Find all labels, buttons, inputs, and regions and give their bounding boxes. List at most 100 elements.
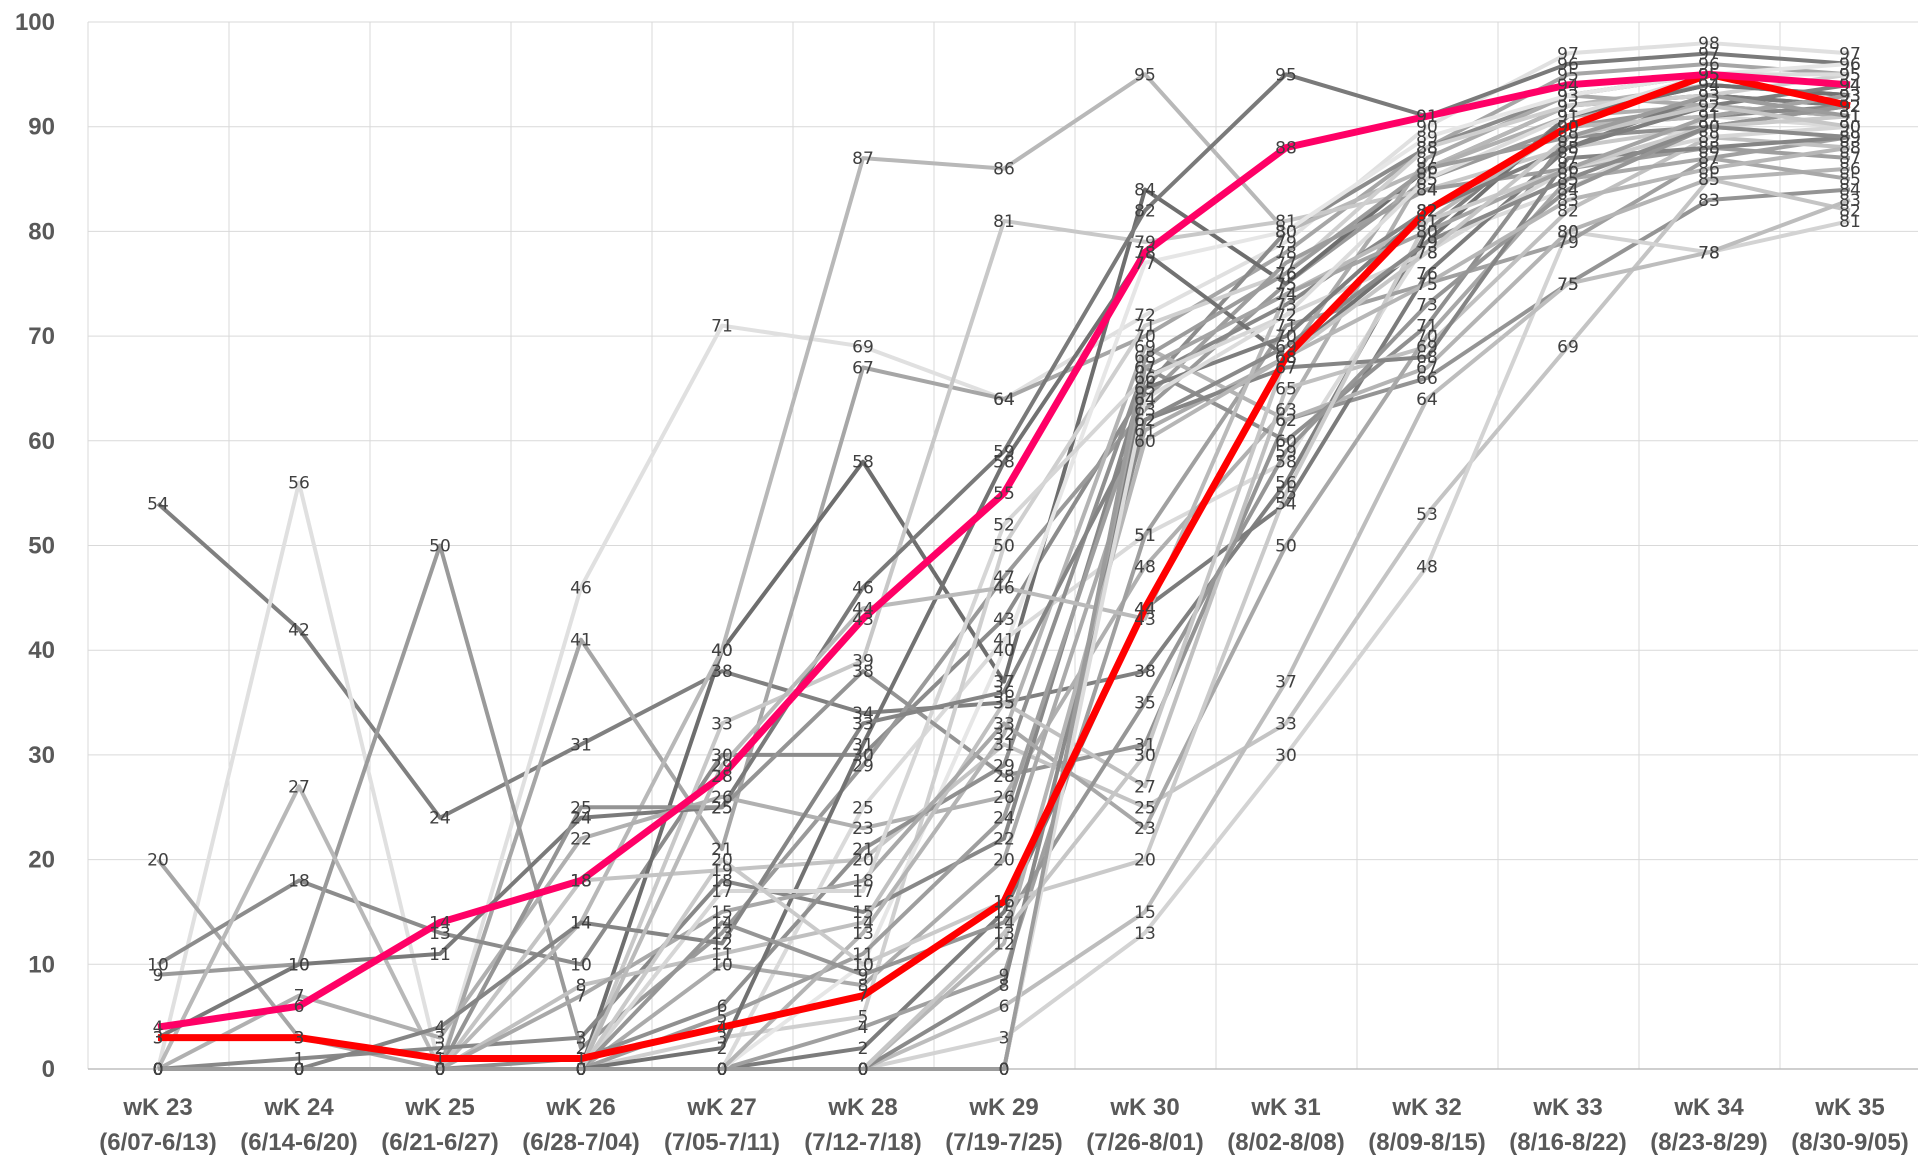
data-label: 88 bbox=[1839, 139, 1861, 159]
data-label: 89 bbox=[1698, 128, 1720, 148]
data-label: 0 bbox=[435, 1060, 446, 1080]
data-label: 18 bbox=[711, 872, 733, 892]
data-label: 25 bbox=[570, 798, 592, 818]
data-label: 0 bbox=[294, 1060, 305, 1080]
data-label: 0 bbox=[153, 1060, 164, 1080]
data-label: 50 bbox=[429, 537, 451, 557]
data-label: 79 bbox=[1416, 233, 1438, 253]
data-label: 0 bbox=[294, 1060, 305, 1080]
data-label: 89 bbox=[1839, 128, 1861, 148]
data-label: 95 bbox=[1275, 65, 1297, 85]
data-label: 35 bbox=[993, 694, 1015, 714]
data-label: 53 bbox=[1416, 505, 1438, 525]
data-label: 0 bbox=[435, 1060, 446, 1080]
data-label: 0 bbox=[576, 1060, 587, 1080]
y-axis-ticks: 0 10 20 30 40 50 60 70 80 90 100 bbox=[15, 9, 55, 1083]
data-label: 26 bbox=[993, 788, 1015, 808]
data-label: 91 bbox=[1839, 107, 1861, 127]
data-label: 97 bbox=[1698, 44, 1720, 64]
data-label: 20 bbox=[993, 851, 1015, 871]
data-label: 43 bbox=[993, 610, 1015, 630]
data-label: 93 bbox=[1839, 86, 1861, 106]
y-tick-label: 60 bbox=[28, 428, 55, 455]
data-label: 20 bbox=[1134, 851, 1156, 871]
data-label: 70 bbox=[1416, 327, 1438, 347]
data-label: 72 bbox=[1134, 306, 1156, 326]
data-label: 92 bbox=[1839, 97, 1861, 117]
data-label: 96 bbox=[1557, 55, 1579, 75]
data-label: 59 bbox=[1275, 442, 1297, 462]
data-label: 84 bbox=[1839, 181, 1861, 201]
data-label: 68 bbox=[1275, 348, 1297, 368]
data-label: 14 bbox=[993, 913, 1015, 933]
data-label: 0 bbox=[435, 1060, 446, 1080]
data-label: 82 bbox=[1416, 201, 1438, 221]
data-label: 0 bbox=[435, 1060, 446, 1080]
data-label: 0 bbox=[576, 1060, 587, 1080]
data-label: 0 bbox=[576, 1060, 587, 1080]
data-label: 0 bbox=[999, 1060, 1010, 1080]
data-label: 0 bbox=[717, 1060, 728, 1080]
data-label: 82 bbox=[1839, 201, 1861, 221]
data-label: 0 bbox=[858, 1060, 869, 1080]
data-label: 0 bbox=[294, 1060, 305, 1080]
data-label: 0 bbox=[858, 1060, 869, 1080]
data-label: 37 bbox=[993, 673, 1015, 693]
data-label: 68 bbox=[1416, 348, 1438, 368]
data-label: 0 bbox=[858, 1060, 869, 1080]
data-label: 55 bbox=[1275, 484, 1297, 504]
data-label: 3 bbox=[717, 1029, 728, 1049]
data-label: 0 bbox=[435, 1060, 446, 1080]
data-label: 15 bbox=[1134, 903, 1156, 923]
series-line bbox=[158, 93, 1851, 1071]
data-label: 82 bbox=[1416, 201, 1438, 221]
data-label: 76 bbox=[1275, 264, 1297, 284]
data-label: 92 bbox=[1839, 97, 1861, 117]
data-label: 0 bbox=[153, 1060, 164, 1080]
data-label: 11 bbox=[852, 945, 874, 965]
data-label: 78 bbox=[1134, 243, 1156, 263]
data-label: 0 bbox=[294, 1060, 305, 1080]
data-label: 59 bbox=[993, 442, 1015, 462]
data-label: 81 bbox=[993, 212, 1015, 232]
data-label: 4 bbox=[435, 1018, 446, 1038]
data-label: 0 bbox=[717, 1060, 728, 1080]
data-label: 0 bbox=[576, 1060, 587, 1080]
data-label: 54 bbox=[1275, 495, 1297, 515]
data-label: 10 bbox=[852, 955, 874, 975]
data-label: 7 bbox=[858, 987, 869, 1007]
data-label: 85 bbox=[1698, 170, 1720, 190]
data-label: 30 bbox=[852, 746, 874, 766]
data-label: 10 bbox=[288, 955, 310, 975]
data-label: 85 bbox=[1557, 170, 1579, 190]
data-label: 62 bbox=[1275, 411, 1297, 431]
data-label: 80 bbox=[1416, 222, 1438, 242]
data-label: 3 bbox=[294, 1029, 305, 1049]
data-label: 82 bbox=[1557, 201, 1579, 221]
x-tick-week: wK 24 bbox=[263, 1094, 334, 1121]
data-label: 0 bbox=[153, 1060, 164, 1080]
data-label: 0 bbox=[153, 1060, 164, 1080]
data-label: 92 bbox=[1557, 97, 1579, 117]
data-label: 90 bbox=[1839, 118, 1861, 138]
data-label: 91 bbox=[1557, 107, 1579, 127]
data-label: 90 bbox=[1698, 118, 1720, 138]
data-label: 0 bbox=[435, 1060, 446, 1080]
data-label: 0 bbox=[858, 1060, 869, 1080]
data-label: 48 bbox=[1416, 557, 1438, 577]
data-label: 35 bbox=[1134, 694, 1156, 714]
data-label: 95 bbox=[1839, 65, 1861, 85]
data-label: 86 bbox=[1698, 160, 1720, 180]
data-label: 17 bbox=[711, 882, 733, 902]
data-label: 77 bbox=[1275, 254, 1297, 274]
data-label: 72 bbox=[1275, 306, 1297, 326]
data-label: 75 bbox=[1275, 275, 1297, 295]
data-label: 87 bbox=[1416, 149, 1438, 169]
data-label: 0 bbox=[858, 1060, 869, 1080]
data-label: 8 bbox=[999, 976, 1010, 996]
data-label: 0 bbox=[294, 1060, 305, 1080]
data-label: 0 bbox=[153, 1060, 164, 1080]
data-label: 31 bbox=[1134, 735, 1156, 755]
data-label: 0 bbox=[294, 1060, 305, 1080]
data-label: 50 bbox=[1275, 537, 1297, 557]
